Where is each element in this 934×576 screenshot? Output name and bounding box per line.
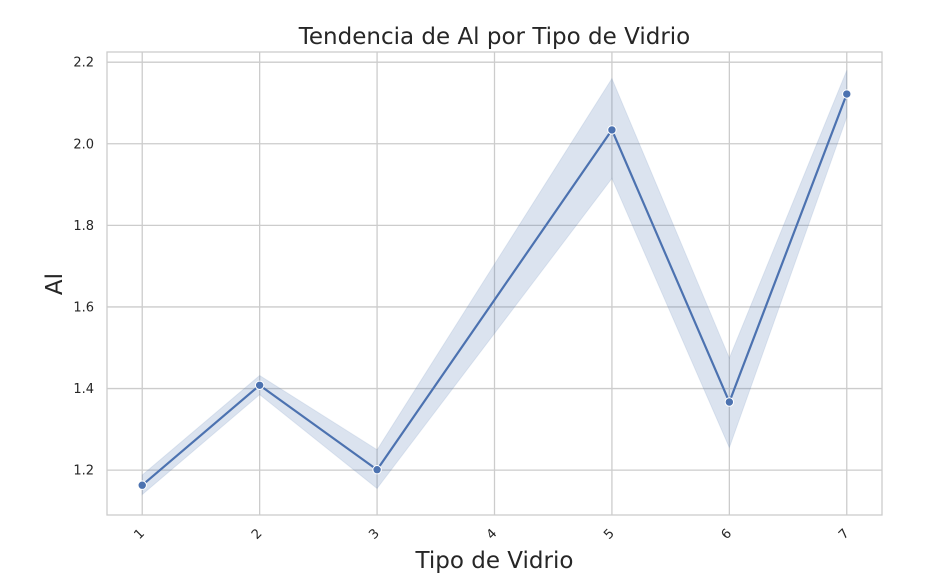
x-tick-label: 3 — [366, 526, 382, 542]
plot-frame — [106, 51, 883, 516]
data-point — [137, 480, 147, 490]
data-points-layer — [137, 89, 852, 490]
data-point — [607, 125, 617, 135]
x-tick-label: 4 — [484, 526, 500, 542]
data-point — [724, 397, 735, 407]
x-tick-label: 7 — [836, 526, 852, 542]
x-axis-label: Tipo de Vidrio — [415, 548, 574, 574]
x-tick-label: 2 — [249, 526, 265, 542]
y-tick-label: 1.4 — [73, 382, 94, 397]
x-tick-labels: 1 2 3 4 5 6 7 — [132, 526, 853, 542]
chart-title: Tendencia de Al por Tipo de Vidrio — [298, 24, 690, 50]
y-tick-label: 1.6 — [73, 300, 94, 315]
confidence-band-layer — [141, 70, 848, 496]
y-tick-label: 1.8 — [73, 219, 94, 234]
y-tick-label: 1.2 — [73, 464, 94, 479]
confidence-band — [141, 70, 848, 496]
x-tick-label: 5 — [601, 526, 617, 542]
data-point — [842, 89, 852, 99]
grid — [107, 52, 882, 515]
data-point — [372, 465, 382, 475]
y-tick-label: 2.2 — [73, 56, 94, 71]
x-tick-label: 6 — [719, 526, 735, 542]
y-tick-label: 2.0 — [73, 137, 94, 152]
y-axis-label: Al — [42, 273, 68, 295]
x-tick-label: 1 — [132, 526, 148, 542]
y-tick-labels: 1.2 1.4 1.6 1.8 2.0 2.2 — [73, 56, 94, 479]
data-point — [254, 380, 265, 390]
